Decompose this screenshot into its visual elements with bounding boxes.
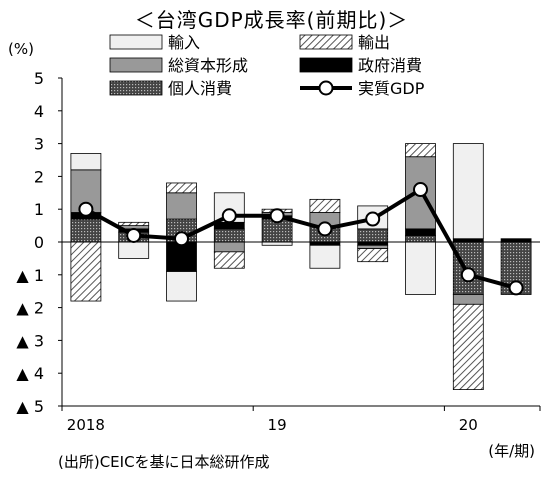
legend-swatch-hatch: [299, 34, 353, 50]
series-line-gdp: [84, 186, 517, 290]
bar-exports-2020Q1: [452, 303, 484, 391]
point-gdp-2019Q3: [365, 211, 381, 227]
y-tick-label-5: 5: [34, 69, 44, 88]
point-gdp-2019Q1: [269, 208, 285, 224]
bar-exports-2018Q1: [70, 241, 102, 302]
bar-capital-2020Q1: [452, 294, 484, 305]
axes-layer: 5 4 3 2 1 0 ▲ 1 ▲ 2 ▲ 3 ▲ 4 ▲ 5 2018 19 20 (年/期): [16, 69, 541, 460]
legend-swatch-gray: [109, 57, 163, 73]
y-tick-label--2: ▲ 2: [16, 299, 44, 318]
bar-government-2018Q4: [213, 221, 245, 230]
point-gdp-2018Q4: [221, 208, 237, 224]
bar-consumption-2019Q4: [405, 235, 436, 243]
legend-swatch-dots: [109, 80, 163, 96]
gdp-line-layer: [78, 182, 524, 296]
legend-label-dots: 個人消費: [168, 79, 232, 98]
y-tick-label-2: 2: [34, 167, 44, 186]
x-year-label-20: 20: [459, 416, 478, 434]
legend-label-black: 政府消費: [358, 56, 422, 75]
bar-capital-2018Q3: [166, 192, 197, 220]
y-tick-label-1: 1: [34, 200, 44, 219]
bar-imports-2018Q1: [70, 153, 102, 171]
x-year-label-2018: 2018: [67, 416, 105, 434]
y-axis-unit: (%): [8, 40, 34, 58]
y-tick-label--4: ▲ 4: [16, 364, 44, 383]
legend-label-light: 輸入: [168, 33, 200, 52]
legend-label-line: 実質GDP: [358, 79, 425, 98]
legend-swatch-light: [109, 34, 163, 50]
y-tick-label-3: 3: [34, 135, 44, 154]
y-tick-label-0: 0: [34, 233, 44, 252]
x-year-label-19: 19: [268, 416, 287, 434]
y-tick-label-4: 4: [34, 102, 44, 121]
legend-swatch-marker: [318, 80, 334, 96]
bar-capital-2018Q4: [213, 241, 245, 253]
point-gdp-2020Q2: [508, 280, 524, 296]
point-gdp-2018Q2: [126, 227, 142, 243]
point-gdp-2018Q1: [78, 201, 94, 217]
bar-exports-2018Q3: [166, 182, 197, 194]
bar-imports-2019Q2: [309, 244, 341, 269]
bar-consumption-2018Q4: [213, 228, 245, 243]
point-gdp-2018Q3: [174, 231, 189, 247]
point-gdp-2019Q4: [413, 182, 428, 198]
source-note: (出所)CEICを基に日本総研作成: [58, 453, 270, 471]
legend-label-gray: 総資本形成: [168, 56, 248, 75]
bar-exports-2018Q2: [118, 221, 150, 227]
bar-imports-2019Q4: [405, 241, 436, 295]
bar-consumption-2019Q3: [357, 228, 389, 243]
bar-capital-2019Q3: [357, 244, 389, 249]
bar-government-2018Q3: [166, 241, 197, 272]
bar-exports-2019Q2: [309, 198, 341, 213]
x-axis-note: (年/期): [488, 442, 535, 460]
point-gdp-2020Q1: [460, 267, 476, 283]
y-tick-label--5: ▲ 5: [16, 397, 44, 416]
bar-imports-2018Q2: [118, 241, 150, 259]
y-tick-label--3: ▲ 3: [16, 331, 44, 350]
bar-consumption-2018Q1: [70, 218, 102, 243]
legend-swatch-black: [299, 57, 353, 73]
legend-label-hatch: 輸出: [358, 33, 390, 52]
bar-imports-2020Q1: [452, 143, 484, 240]
bar-exports-2018Q4: [213, 251, 245, 269]
bar-exports-2019Q3: [357, 248, 389, 263]
bar-imports-2018Q3: [166, 271, 197, 302]
y-tick-label--1: ▲ 1: [16, 266, 44, 285]
chart-title: ＜台湾GDP成長率(前期比)＞: [134, 8, 409, 32]
bar-government-2019Q4: [405, 228, 436, 236]
point-gdp-2019Q2: [317, 221, 333, 237]
bar-exports-2019Q4: [405, 143, 436, 158]
